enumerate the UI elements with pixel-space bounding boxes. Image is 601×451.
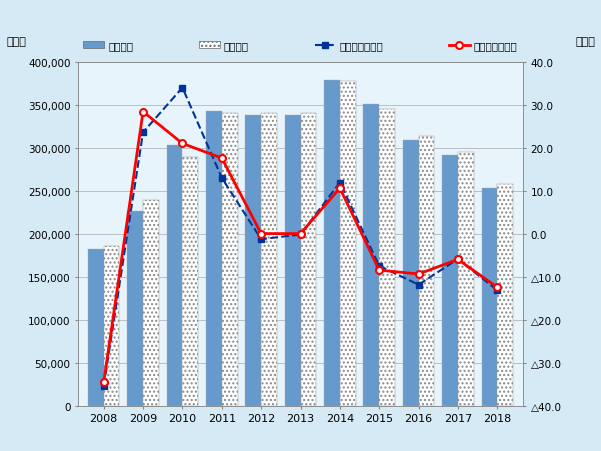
- Bar: [300, 114, 316, 406]
- Bar: [340, 82, 356, 406]
- Bar: [166, 146, 183, 406]
- Bar: [261, 114, 277, 406]
- Bar: [127, 212, 143, 406]
- Text: （％）: （％）: [575, 37, 595, 47]
- Bar: [88, 249, 104, 406]
- Bar: [222, 114, 237, 406]
- Bar: [403, 141, 418, 406]
- Bar: [324, 81, 340, 406]
- Bar: [364, 105, 379, 406]
- Bar: [481, 189, 497, 406]
- Bar: [497, 184, 513, 406]
- Bar: [183, 158, 198, 406]
- Bar: [379, 110, 395, 406]
- Bar: [104, 247, 120, 406]
- Bar: [245, 115, 261, 406]
- Bar: [418, 137, 435, 406]
- Legend: 生産台数, 販売台数, 生産台数伸び率, 販売台数伸び率: 生産台数, 販売台数, 生産台数伸び率, 販売台数伸び率: [84, 41, 517, 51]
- Bar: [458, 153, 474, 406]
- Bar: [206, 112, 222, 406]
- Bar: [285, 115, 300, 406]
- Text: （台）: （台）: [6, 37, 26, 47]
- Bar: [143, 201, 159, 406]
- Bar: [442, 156, 458, 406]
